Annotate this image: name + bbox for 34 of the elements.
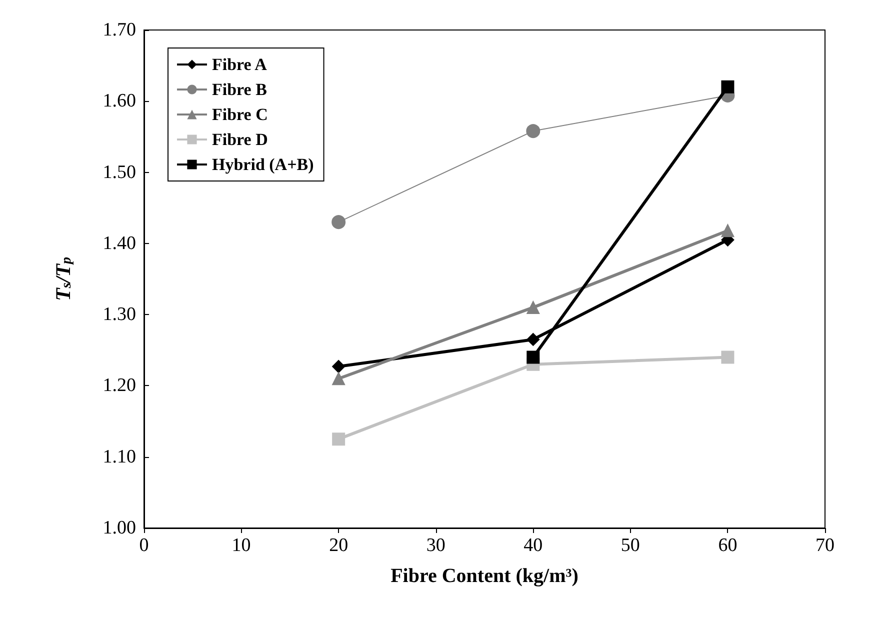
y-tick-label: 1.50 — [102, 162, 136, 183]
y-tick-label: 1.40 — [102, 232, 136, 254]
legend-label: Fibre D — [212, 130, 268, 149]
point — [332, 372, 346, 386]
y-tick-label: 1.10 — [102, 446, 136, 468]
point — [332, 215, 346, 230]
y-tick-label: 1.30 — [102, 304, 136, 326]
point — [332, 432, 346, 446]
point — [721, 224, 734, 238]
x-tick-label: 70 — [816, 535, 834, 556]
x-tick-label: 50 — [620, 535, 640, 556]
x-tick-label: 40 — [524, 535, 543, 556]
y-tick-label: 1.00 — [102, 518, 136, 538]
legend-label: Fibre A — [212, 55, 268, 74]
legend-label: Hybrid (A+B) — [212, 155, 314, 174]
x-tick-label: 10 — [232, 535, 251, 556]
point — [526, 350, 540, 364]
point — [332, 360, 346, 374]
legend-label: Fibre B — [212, 80, 267, 99]
legend-label: Fibre C — [212, 105, 268, 124]
point — [526, 124, 540, 138]
point — [526, 300, 540, 314]
point — [526, 332, 540, 346]
y-axis-title: Ts/Tp — [51, 257, 75, 301]
x-tick-label: 60 — [718, 535, 738, 556]
point — [721, 350, 734, 364]
x-tick-label: 0 — [139, 535, 149, 556]
x-axis-title: Fibre Content (kg/m³) — [390, 565, 578, 587]
y-tick-label: 1.70 — [102, 20, 136, 40]
point — [721, 80, 734, 94]
y-tick-label: 1.60 — [102, 90, 136, 112]
x-tick-label: 20 — [329, 535, 348, 556]
x-tick-label: 30 — [426, 535, 446, 556]
y-tick-label: 1.20 — [102, 375, 136, 396]
